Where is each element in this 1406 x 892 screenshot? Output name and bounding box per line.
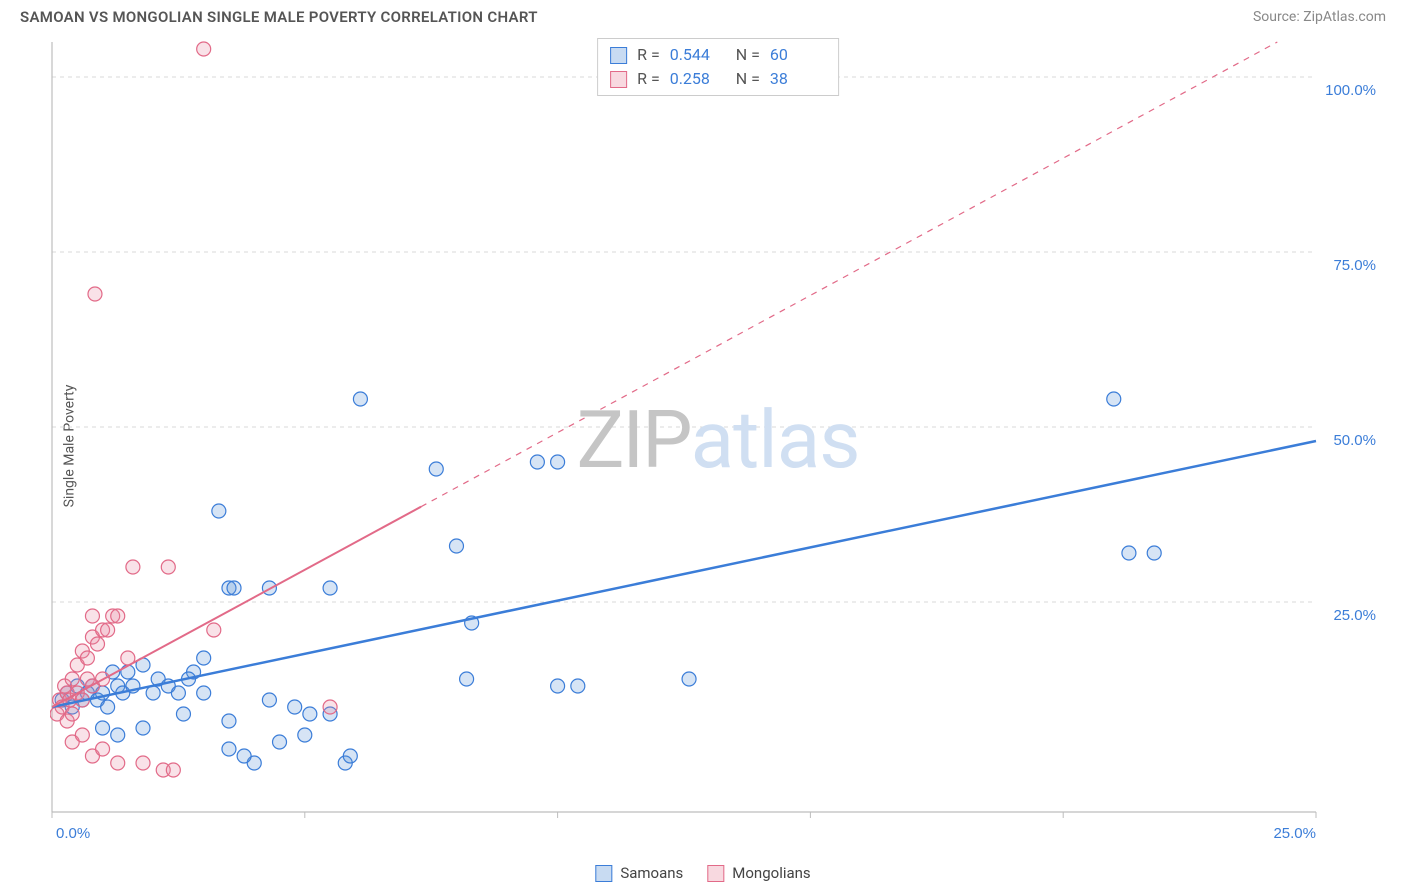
source-label: Source: ZipAtlas.com <box>1253 9 1386 25</box>
bottom-legend: Samoans Mongolians <box>595 864 810 882</box>
stats-row-mongolians: R = 0.258 N = 38 <box>610 67 826 91</box>
swatch-mongolians <box>610 71 627 88</box>
legend-item-samoans: Samoans <box>595 864 683 882</box>
svg-text:50.0%: 50.0% <box>1333 432 1376 449</box>
scatter-plot: 25.0% 50.0% 75.0% 100.0% 0.0% 25.0% <box>50 38 1386 842</box>
swatch-samoans <box>610 47 627 64</box>
stats-row-samoans: R = 0.544 N = 60 <box>610 43 826 67</box>
legend-item-mongolians: Mongolians <box>707 864 810 882</box>
chart-title: SAMOAN VS MONGOLIAN SINGLE MALE POVERTY … <box>20 8 538 26</box>
swatch-mongolians-icon <box>707 865 724 882</box>
svg-text:0.0%: 0.0% <box>56 825 90 842</box>
svg-text:25.0%: 25.0% <box>1273 825 1316 842</box>
stats-legend: R = 0.544 N = 60 R = 0.258 N = 38 <box>597 38 839 96</box>
swatch-samoans-icon <box>595 865 612 882</box>
svg-text:25.0%: 25.0% <box>1333 607 1376 624</box>
svg-text:75.0%: 75.0% <box>1333 257 1376 274</box>
chart-area: 25.0%50.0%75.0%100.0%0.0%25.0% ZIPatlas … <box>50 38 1386 842</box>
svg-text:100.0%: 100.0% <box>1325 82 1376 99</box>
